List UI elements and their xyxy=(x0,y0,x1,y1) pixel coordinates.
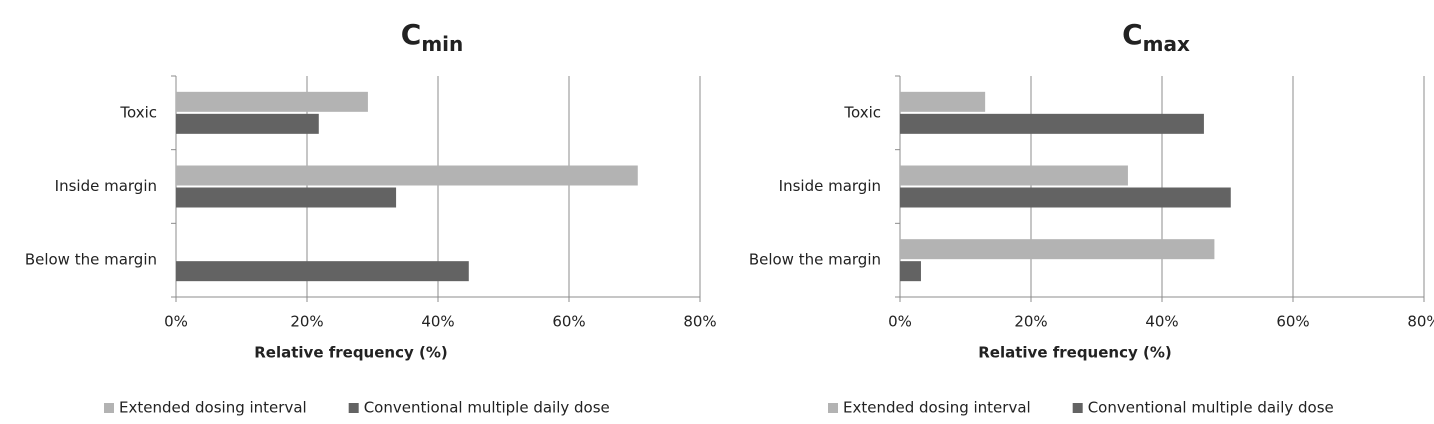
x-tick-label: 40% xyxy=(421,313,454,331)
bar xyxy=(900,239,1215,260)
y-tick-label: Below the margin xyxy=(25,251,157,269)
legend-swatch xyxy=(828,403,838,413)
x-tick-label: 80% xyxy=(683,313,716,331)
bar xyxy=(900,113,1204,134)
chart: Cmax 0% 20% 40% 60% 80% Toxic Inside margin Belo… xyxy=(749,18,1434,417)
y-tick-label: Inside margin xyxy=(55,177,157,195)
y-tick-label: Toxic xyxy=(119,103,157,121)
chart-title: Cmin xyxy=(401,18,464,56)
legend-label: Conventional multiple daily dose xyxy=(364,399,610,417)
legend-label: Extended dosing interval xyxy=(119,399,307,417)
bar xyxy=(900,91,986,112)
x-tick-label: 40% xyxy=(1145,313,1178,331)
title-main: C xyxy=(401,18,422,51)
x-tick-label: 60% xyxy=(1276,313,1309,331)
x-tick-label: 0% xyxy=(888,313,912,331)
bar xyxy=(176,187,397,208)
bar xyxy=(900,261,921,282)
title-main: C xyxy=(1122,18,1143,51)
legend-swatch xyxy=(1072,403,1083,413)
x-tick-label: 0% xyxy=(164,313,188,331)
y-tick-label: Toxic xyxy=(843,103,881,121)
legend-swatch xyxy=(348,403,359,413)
bar xyxy=(176,165,638,186)
y-tick-label: Below the margin xyxy=(749,251,881,269)
x-axis-label: Relative frequency (%) xyxy=(254,344,447,362)
legend-label: Conventional multiple daily dose xyxy=(1088,399,1334,417)
bar xyxy=(176,91,368,112)
x-tick-label: 80% xyxy=(1407,313,1434,331)
x-tick-label: 20% xyxy=(1014,313,1047,331)
x-tick-label: 20% xyxy=(290,313,323,331)
legend-swatch xyxy=(104,403,114,413)
bar xyxy=(176,261,469,282)
bar xyxy=(176,113,319,134)
x-tick-label: 60% xyxy=(552,313,585,331)
legend-label: Extended dosing interval xyxy=(843,399,1031,417)
x-axis-label: Relative frequency (%) xyxy=(978,344,1171,362)
chart: Cmin 0% 20% 40% 60% 80% Toxic Inside margin Belo… xyxy=(25,18,717,417)
bar xyxy=(900,165,1128,186)
bar xyxy=(900,187,1231,208)
title-subscript: max xyxy=(1143,32,1190,56)
title-subscript: min xyxy=(421,32,463,56)
y-tick-label: Inside margin xyxy=(779,177,881,195)
chart-title: Cmax xyxy=(1122,18,1190,56)
